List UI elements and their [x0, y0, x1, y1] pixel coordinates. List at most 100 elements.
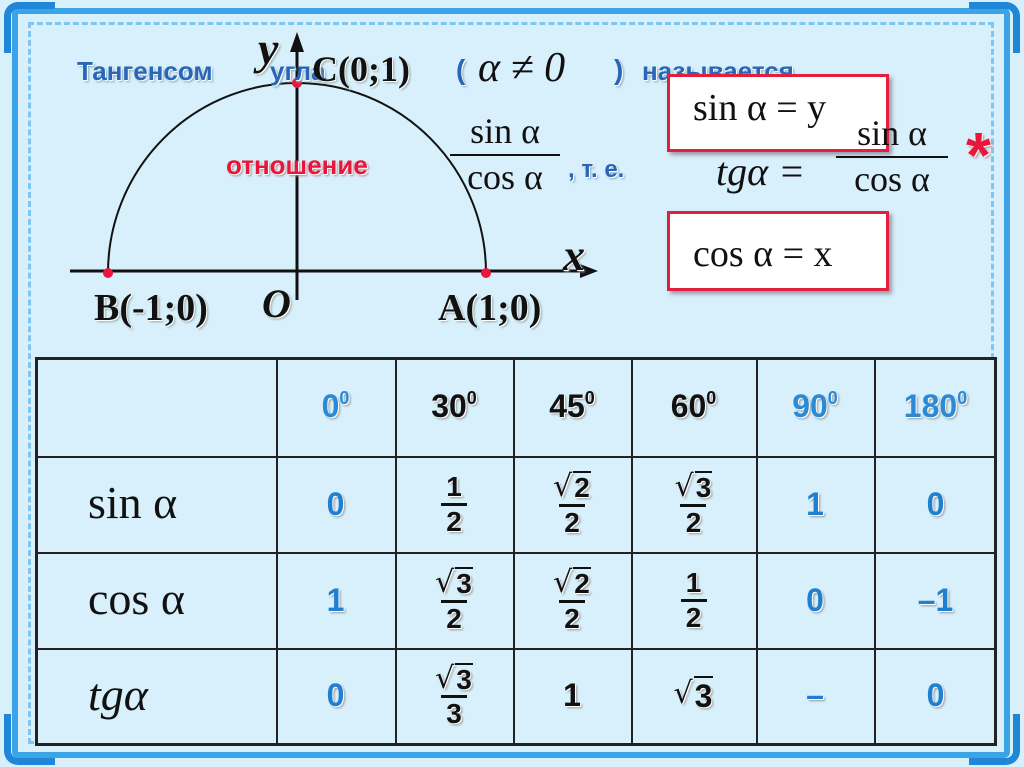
cell-value: 0: [926, 677, 945, 713]
denominator: 2: [685, 601, 702, 633]
radical: √ 3: [674, 676, 714, 715]
heading-tangent-word: Тангенсом: [77, 56, 213, 86]
sqrt-sign: √: [673, 676, 693, 711]
table-cell: –: [756, 648, 874, 743]
frame-corner: [4, 2, 55, 53]
denominator: 2: [564, 506, 580, 538]
radicand: 2: [573, 567, 591, 600]
frame-corner: [969, 2, 1020, 53]
denominator: 2: [446, 602, 462, 634]
tg-fraction-numerator: sin α: [857, 113, 927, 153]
table-divider: [38, 648, 994, 650]
sqrt-sign: √: [435, 565, 455, 601]
row-label: tgα: [88, 669, 148, 720]
slide-frame: [12, 8, 1010, 758]
table-divider: [874, 360, 876, 743]
degree-superscript: 0: [957, 388, 968, 408]
point-b-label: B(-1;0): [94, 287, 208, 329]
table-cell: 0: [874, 648, 997, 743]
fraction-value: √ 3 3: [435, 663, 473, 728]
numerator: 1: [446, 471, 462, 503]
table-cell: 0: [276, 456, 395, 552]
table-cell: 0: [756, 552, 874, 648]
sin-definition: sin α = y: [693, 87, 827, 129]
fraction-bar: [441, 502, 467, 506]
denominator: 2: [446, 505, 462, 537]
cos-definition: cos α = x: [693, 233, 833, 275]
degree-value: 60: [670, 388, 707, 424]
y-axis-arrow: [290, 32, 304, 52]
table-cell: 0: [874, 456, 997, 552]
row-label: cos α: [88, 573, 185, 624]
fraction-value: √ 3 2: [435, 567, 473, 633]
tg-fraction: sin α cos α: [836, 113, 948, 199]
table-cell: √ 2 2: [513, 456, 631, 552]
frame-corner: [969, 714, 1020, 765]
cos-definition-box: [667, 211, 889, 291]
fraction-bar: [558, 503, 585, 507]
cell-value: 1: [806, 485, 824, 522]
degree-value: 90: [792, 388, 828, 424]
radicand: 3: [455, 567, 473, 600]
tg-lhs: tgα =: [716, 149, 806, 194]
x-axis-label: x: [563, 231, 585, 280]
table-divider: [395, 360, 397, 743]
radical: √ 3: [675, 471, 713, 503]
table-cell: √ 3 2: [395, 552, 513, 648]
cell-value: 0: [926, 485, 945, 522]
sqrt-sign: √: [674, 469, 694, 505]
fraction-bar: [836, 155, 948, 158]
sqrt-sign: √: [435, 660, 455, 696]
fraction-bar: [450, 153, 560, 156]
denominator: 2: [564, 602, 580, 634]
radical: √ 2: [553, 567, 591, 599]
column-header: 180 0: [874, 360, 997, 456]
heading-angle-word: угла: [270, 56, 326, 86]
table-divider: [513, 360, 515, 743]
degree-superscript: 0: [827, 388, 838, 408]
degree-value: 0: [321, 388, 340, 424]
origin-label: O: [262, 281, 291, 326]
heading-paren-close: ): [614, 54, 624, 85]
main-fraction-denominator: cos α: [467, 156, 543, 197]
table-cell: –1: [874, 552, 997, 648]
table-cell: 0: [276, 648, 395, 743]
fraction-value: √ 3 2: [675, 471, 713, 537]
main-fraction: sin α cos α: [450, 111, 560, 197]
table-cell: 1: [756, 456, 874, 552]
frame-corner: [4, 714, 55, 765]
sin-definition-box: [667, 74, 889, 152]
degree-value: 45: [549, 388, 585, 424]
sqrt-sign: √: [553, 565, 573, 601]
column-header: 60 0: [631, 360, 756, 456]
ratio-word: отношение: [226, 150, 368, 180]
star-mark: *: [966, 119, 991, 191]
radical: √ 2: [553, 471, 591, 503]
table-divider: [276, 360, 278, 743]
y-axis-label: y: [258, 23, 279, 74]
numerator: 1: [685, 567, 702, 599]
cell-value: 1: [563, 677, 581, 713]
heading-paren-open: (: [456, 54, 466, 85]
radicand: 3: [455, 662, 473, 695]
cell-value: 0: [326, 677, 345, 713]
table-divider: [756, 360, 758, 743]
column-header: 30 0: [395, 360, 513, 456]
point-b-dot: [103, 268, 113, 278]
sqrt-sign: √: [553, 469, 573, 505]
table-cell: 1: [513, 648, 631, 743]
radical: √ 3: [435, 567, 473, 599]
fraction-bar: [680, 598, 707, 602]
main-fraction-numerator: sin α: [470, 111, 540, 151]
degree-value: 30: [431, 388, 467, 424]
cell-value: 1: [326, 581, 345, 618]
point-a-dot: [481, 268, 491, 278]
table-divider: [38, 552, 994, 554]
tg-fraction-denominator: cos α: [854, 158, 930, 199]
radical: √ 3: [435, 663, 473, 695]
point-c-dot: [292, 78, 302, 88]
denominator: 2: [685, 506, 702, 538]
